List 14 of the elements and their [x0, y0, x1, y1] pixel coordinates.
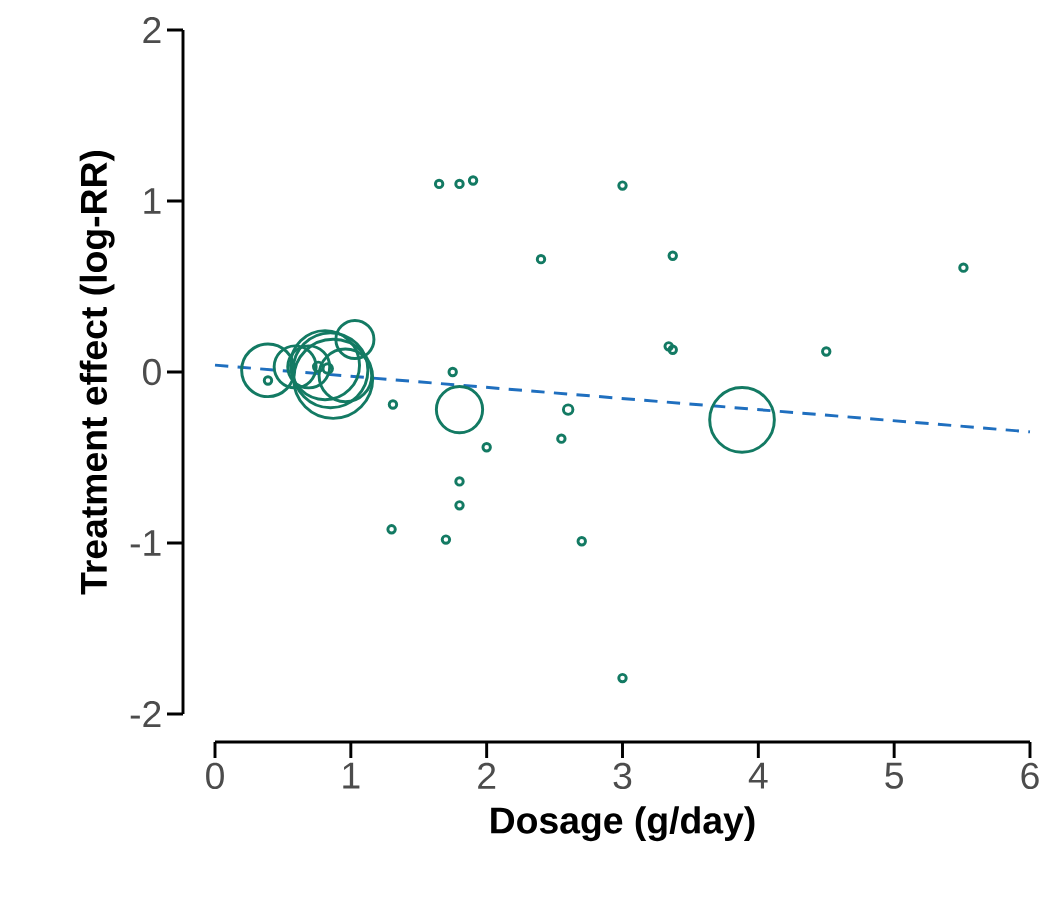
y-tick-label: -2: [130, 700, 161, 728]
x-tick-label: 4: [748, 762, 768, 789]
y-tick-label: 2: [143, 16, 161, 44]
y-axis-title: Treatment effect (log-RR): [79, 150, 115, 595]
x-tick-label: 3: [613, 762, 632, 790]
x-tick-label: 2: [478, 762, 496, 789]
y-tick-label: -1: [130, 530, 161, 556]
x-tick-label: 6: [1021, 762, 1039, 790]
x-tick-label: 5: [885, 762, 903, 789]
y-tick-label: 0: [142, 358, 161, 386]
y-tick-label: 1: [144, 188, 161, 214]
x-tick-label: 0: [206, 762, 224, 790]
x-axis-title: Dosage (g/day): [491, 806, 755, 842]
x-tick-label: 1: [343, 762, 360, 789]
